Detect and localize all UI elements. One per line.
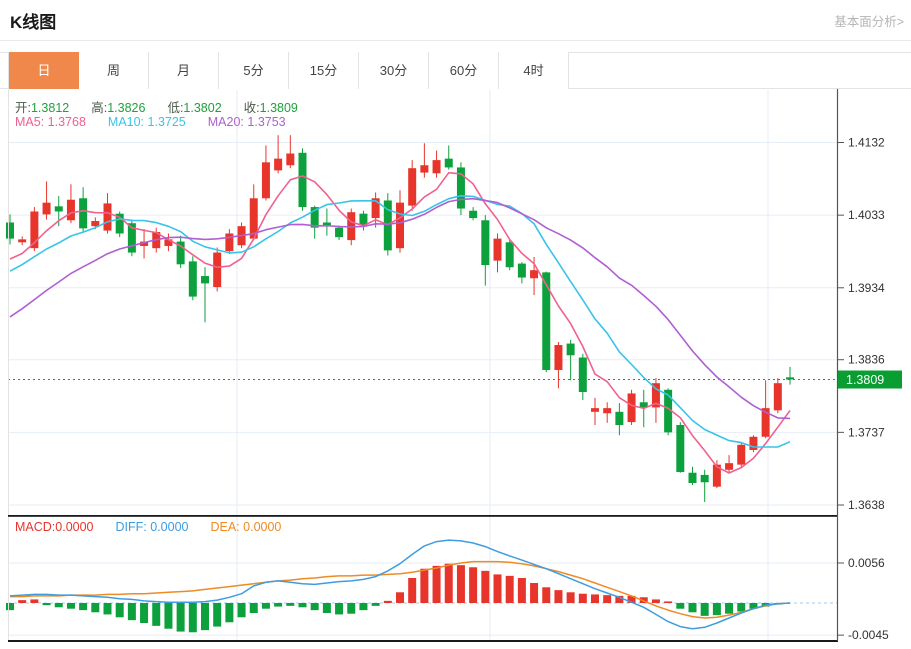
ma10-line (9, 195, 791, 448)
ma10-value: 1.3725 (147, 115, 186, 129)
tab-month[interactable]: 月 (149, 52, 219, 89)
close-value: 1.3809 (259, 101, 298, 115)
chart-bottom-border (8, 640, 838, 642)
dea-label: DEA: (210, 520, 240, 534)
tab-week[interactable]: 周 (79, 52, 149, 89)
fundamental-analysis-link[interactable]: 基本面分析> (834, 15, 904, 29)
diff-line (9, 539, 791, 630)
ma10-label: MA10: (107, 115, 145, 129)
open-value: 1.3812 (30, 101, 70, 115)
dea-value: 0.0000 (243, 520, 282, 534)
candles-layer[interactable] (6, 135, 794, 503)
ma5-label: MA5: (15, 115, 45, 129)
high-label: 高: (91, 101, 108, 115)
low-value: 1.3802 (183, 101, 222, 115)
tab-30min[interactable]: 30分 (359, 52, 429, 89)
ma20-label: MA20: (207, 115, 244, 129)
page-title: K线图 (10, 13, 57, 32)
header-divider (0, 40, 911, 41)
macd-label: MACD: (15, 520, 56, 534)
high-value: 1.3826 (107, 101, 146, 115)
price-tick-1.3737: 1.3737 (848, 425, 885, 439)
price-tick-1.3836: 1.3836 (848, 353, 885, 367)
tab-4hour[interactable]: 4时 (499, 52, 569, 89)
macd-tick--0.0045: -0.0045 (848, 628, 889, 642)
dea-line (10, 560, 791, 619)
tab-15min[interactable]: 15分 (289, 52, 359, 89)
diff-label: DIFF: (115, 520, 147, 534)
diff-value: 0.0000 (150, 520, 189, 534)
period-tab-bar: 日 周 月 5分 15分 30分 60分 4时 (0, 52, 911, 89)
close-label: 收: (243, 101, 260, 115)
low-label: 低: (167, 101, 184, 115)
ma20-line (9, 197, 791, 420)
ma5-line (9, 171, 791, 474)
macd-tick-0.0056: 0.0056 (848, 556, 885, 570)
tab-5min[interactable]: 5分 (219, 52, 289, 89)
grid-layer (8, 90, 837, 640)
ohlc-legend: 开:1.3812 高:1.3826 低:1.3802 收:1.3809 (15, 97, 320, 116)
open-label: 开: (15, 101, 31, 115)
price-tick-1.4132: 1.4132 (848, 136, 885, 150)
panel-separator (8, 515, 838, 517)
macd-legend: MACD:0.0000 DIFF: 0.0000 DEA: 0.0000 (15, 520, 303, 534)
current-price-badge-value: 1.3809 (846, 373, 884, 387)
price-tick-1.3934: 1.3934 (848, 281, 885, 295)
ma20-value: 1.3753 (247, 115, 286, 129)
macd-value: 0.0000 (55, 520, 94, 534)
tab-day[interactable]: 日 (9, 52, 79, 89)
price-tick-1.3638: 1.3638 (848, 498, 885, 512)
macd-histogram (6, 563, 782, 633)
ma5-value: 1.3768 (47, 115, 86, 129)
price-tick-1.4033: 1.4033 (848, 208, 885, 222)
current-price-badge (838, 370, 902, 389)
ma-legend: MA5: 1.3768 MA10: 1.3725 MA20: 1.3753 (15, 115, 308, 129)
tab-60min[interactable]: 60分 (429, 52, 499, 89)
